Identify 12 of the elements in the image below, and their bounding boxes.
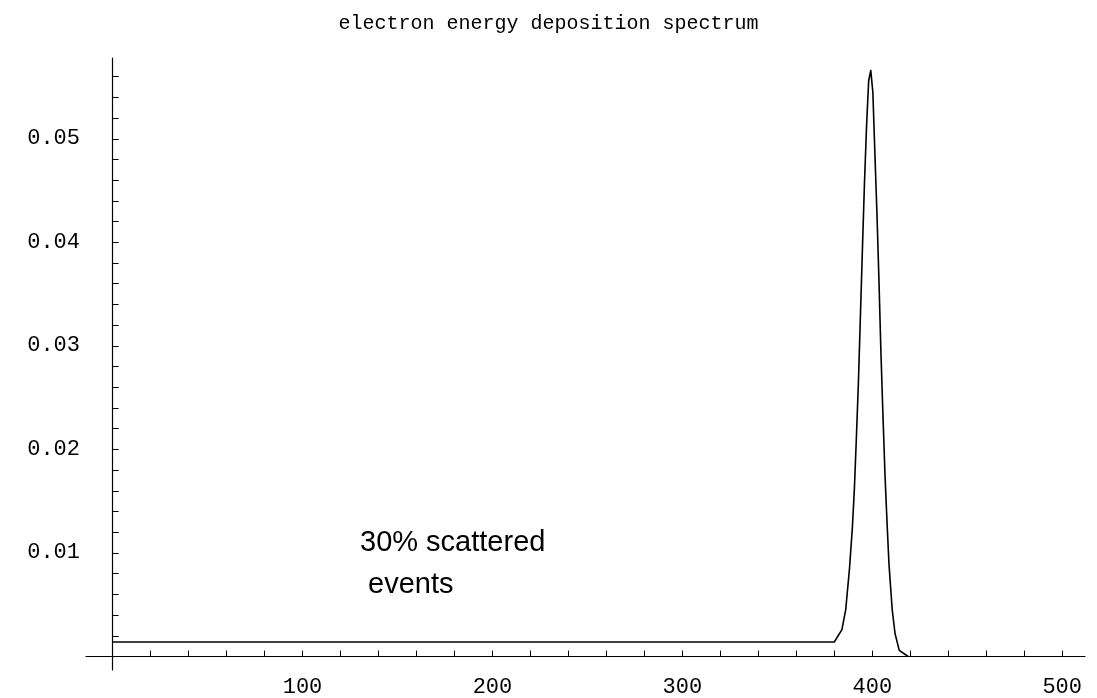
- x-tick-label: 400: [852, 674, 893, 698]
- x-tick-label: 100: [282, 674, 323, 698]
- y-tick-label: 0.04: [27, 229, 80, 255]
- chart-title: electron energy deposition spectrum: [338, 11, 759, 35]
- x-tick-label: 500: [1042, 674, 1083, 698]
- y-tick-label: 0.05: [27, 126, 80, 152]
- annotation: 30% scattered events: [360, 525, 546, 599]
- y-tick-label: 0.03: [27, 333, 80, 359]
- y-tick-label: 0.02: [27, 436, 80, 462]
- x-tick-label: 200: [472, 674, 513, 698]
- x-tick-label: 300: [662, 674, 703, 698]
- y-tick-label: 0.01: [27, 540, 80, 566]
